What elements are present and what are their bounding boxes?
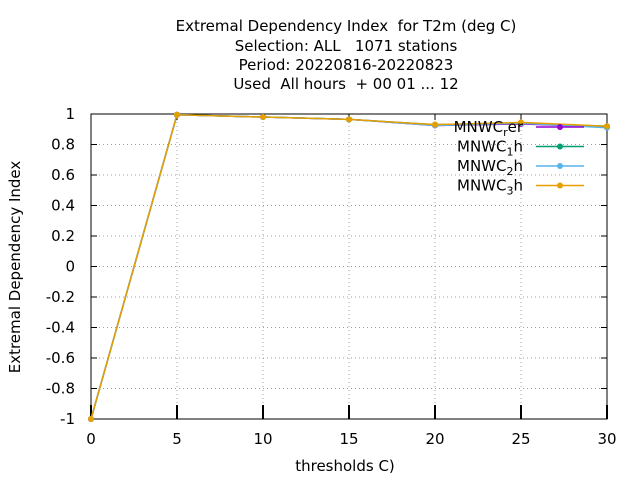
y-tick-label: 0.4	[51, 197, 75, 215]
legend-label: MNWC2h	[457, 157, 523, 178]
legend-label-main: MNWC	[457, 177, 506, 195]
y-tick-label: 1	[65, 105, 75, 123]
legend-marker	[557, 163, 563, 169]
x-tick-label: 5	[172, 430, 182, 448]
y-tick-label: -0.8	[46, 380, 75, 398]
y-tick-label: -0.2	[46, 288, 75, 306]
legend-label-sub: r	[503, 126, 508, 139]
x-tick-label: 25	[511, 430, 530, 448]
y-tick-label: 0	[65, 258, 75, 276]
legend-label-tail: er	[508, 118, 524, 136]
y-tick-label: 0.2	[51, 227, 75, 245]
legend-label-tail: h	[513, 177, 523, 195]
y-tick-label: -0.4	[46, 319, 75, 337]
y-axis-label: Extremal Dependency Index	[6, 161, 24, 374]
chart-title-line-3: Period: 20220816-20220823	[238, 56, 454, 74]
y-tick-label: -0.6	[46, 349, 75, 367]
x-tick-label: 15	[339, 430, 358, 448]
data-point	[518, 119, 524, 126]
legend-label: MNWC1h	[457, 138, 523, 159]
x-axis-label: thresholds C)	[295, 457, 395, 475]
y-tick-label: 0.8	[51, 136, 75, 154]
data-point	[88, 416, 94, 422]
grid	[91, 114, 607, 419]
chart-title-line-2: Selection: ALL 1071 stations	[234, 37, 458, 55]
data-point	[604, 123, 610, 130]
x-tick-label: 20	[425, 430, 444, 448]
series	[88, 111, 610, 422]
legend-label-sub: 3	[506, 185, 513, 198]
legend-label-main: MNWC	[457, 157, 506, 175]
data-point	[260, 114, 266, 121]
legend-label-sub: 1	[506, 146, 513, 159]
series-MNWC_3h	[88, 111, 610, 422]
y-tick-label: 0.6	[51, 166, 75, 184]
legend-label-tail: h	[513, 157, 523, 175]
legend-label-sub: 2	[506, 165, 513, 178]
data-point	[346, 116, 352, 123]
chart-title-line-1: Extremal Dependency Index for T2m (deg C…	[175, 17, 517, 35]
axis-ticks: 0 5 10 15 20 25 30 1 0.8 0.6 0.4 0.2 0 -0.2 -0.4 -0.6 -0…	[46, 105, 617, 448]
legend-label: MNWCrer	[454, 118, 524, 139]
data-point	[432, 121, 438, 128]
data-point	[174, 111, 180, 118]
y-tick-label: -1	[60, 410, 75, 428]
legend-marker	[557, 124, 563, 130]
x-tick-label: 10	[253, 430, 272, 448]
chart-title-line-4: Used All hours + 00 01 ... 12	[233, 75, 459, 93]
legend-marker	[557, 182, 563, 189]
legend-label-main: MNWC	[454, 118, 503, 136]
legend-label-main: MNWC	[457, 138, 506, 156]
legend-label-tail: h	[513, 138, 523, 156]
x-tick-label: 0	[86, 430, 96, 448]
x-tick-label: 30	[597, 430, 616, 448]
legend-marker	[557, 143, 563, 150]
legend-label: MNWC3h	[457, 177, 523, 198]
